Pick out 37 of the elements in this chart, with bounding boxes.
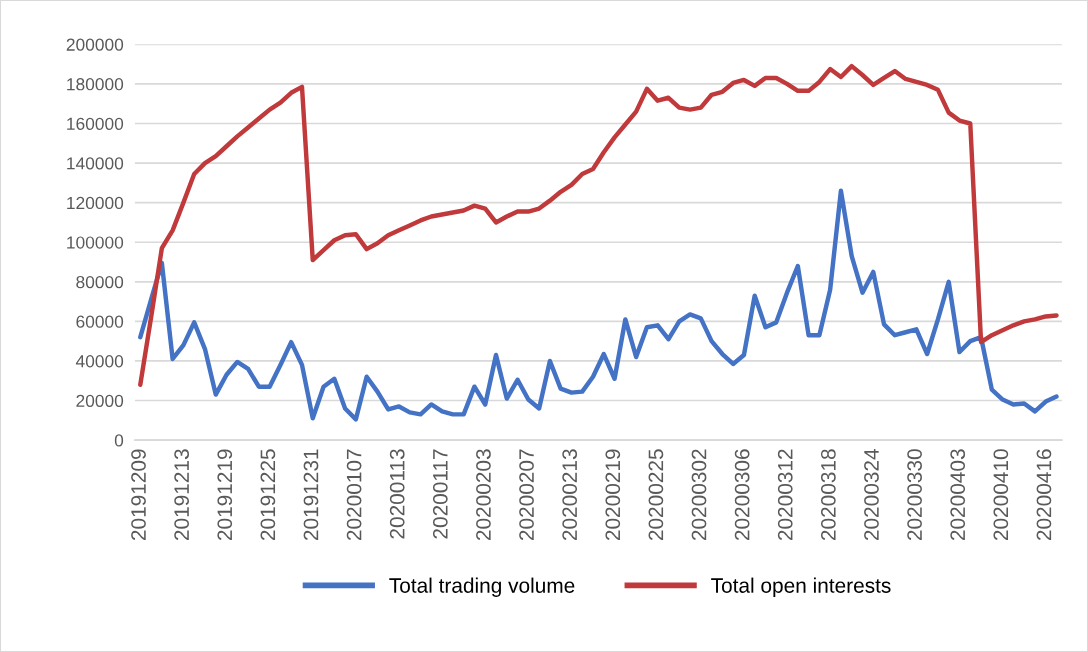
y-tick-label: 180000 [67,78,124,91]
x-tick-label: 20191219 [217,449,233,541]
x-tick-label: 20200410 [993,449,1009,541]
x-tick-label: 20191213 [174,449,190,541]
line-series [138,63,1059,387]
x-tick-label: 20200113 [389,449,405,539]
x-tick-label: 20200302 [691,449,707,541]
x-tick-label: 20200324 [864,449,879,541]
line-series [138,188,1059,422]
y-tick-label: 80000 [76,275,124,289]
x-tick-label: 20191225 [260,449,276,541]
x-tick-label: 20200203 [476,449,491,541]
x-tick-label: 20200207 [519,449,534,541]
x-tick-label: 20200403 [950,449,966,541]
x-tick-label: 20200416 [1036,449,1052,541]
y-tick-label: 200000 [66,38,124,51]
legend-label: Total open interests [711,577,891,597]
x-tick-label: 20200213 [562,449,578,541]
x-tick-label: 20200225 [648,449,664,541]
y-tick-label: 20000 [76,394,124,407]
y-tick-label: 160000 [67,117,124,130]
x-tick-label: 20200330 [907,449,922,541]
y-tick-label: 0 [114,434,124,447]
x-tick-label: 20200306 [734,449,750,541]
x-tick-label: 20200312 [777,449,793,541]
x-tick-label: 20191209 [131,449,146,541]
y-tick-label: 140000 [67,157,124,170]
x-tick-label: 20200219 [605,449,621,541]
y-tick-label: 100000 [67,236,124,249]
y-tick-label: 40000 [75,355,124,368]
y-tick-label: 120000 [67,196,124,210]
x-tick-label: 20200318 [820,449,836,541]
legend-label: Total trading volume [389,577,575,597]
x-tick-label: 20191231 [303,449,319,541]
x-tick-label: 20200107 [346,449,362,541]
y-tick-label: 60000 [76,315,124,328]
x-tick-label: 20200117 [432,449,448,539]
